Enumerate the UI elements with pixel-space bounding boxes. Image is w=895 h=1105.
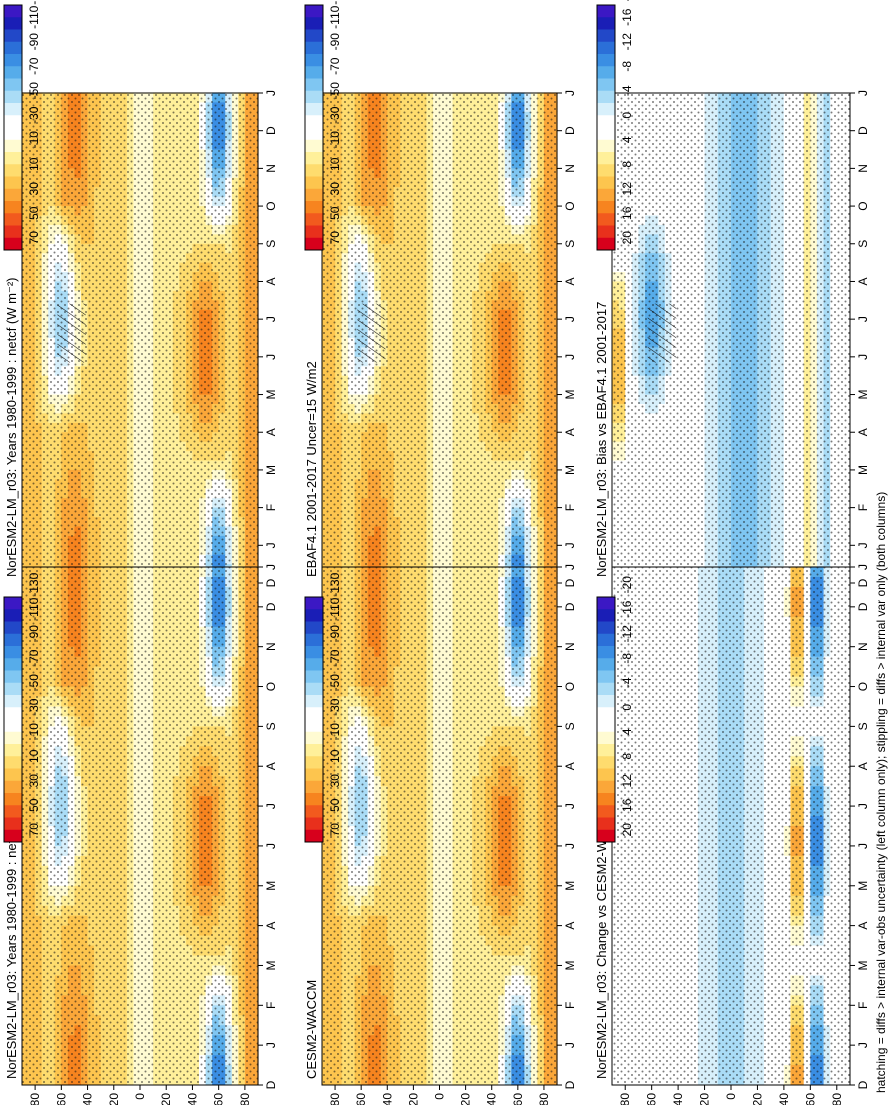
hatching <box>357 303 386 363</box>
month-tick-label: M <box>563 390 577 400</box>
month-tick-label: J <box>264 90 278 96</box>
month-tick-label: D <box>264 126 278 135</box>
month-tick-label: A <box>563 428 577 436</box>
month-tick-label: N <box>563 164 577 173</box>
month-tick-label: F <box>563 504 577 511</box>
month-tick-label: S <box>264 240 278 248</box>
month-tick-label: A <box>264 428 278 436</box>
hatching <box>57 303 86 363</box>
month-tick-label: O <box>563 201 577 210</box>
month-tick-label: J <box>563 90 577 96</box>
month-tick-label: N <box>264 164 278 173</box>
month-tick-label: D <box>563 578 577 587</box>
month-tick-label: D <box>264 578 278 587</box>
month-tick-label: J <box>264 316 278 322</box>
month-tick-label: M <box>264 465 278 475</box>
panel-obs-abs: DJFMAMJJASONDJ80604020020406080EBAF4.1 2… <box>304 90 577 604</box>
month-tick-label: J <box>264 354 278 360</box>
month-tick-label: A <box>264 277 278 285</box>
month-tick-label: D <box>563 126 577 135</box>
month-tick-label: J <box>563 354 577 360</box>
month-tick-label: M <box>563 465 577 475</box>
panel-title: NorESM2-LM_r03: Years 1980-1999 : netcf … <box>4 278 19 577</box>
month-tick-label: A <box>563 277 577 285</box>
panel-bias: DJFMAMJJASONDJ80604020020406080NorESM2-L… <box>594 90 870 604</box>
panel-model-abs: DJFMAMJJASONDJ80604020020406080NorESM2-L… <box>4 90 278 604</box>
month-tick-label: M <box>264 390 278 400</box>
month-tick-label: J <box>563 542 577 548</box>
month-tick-label: O <box>264 201 278 210</box>
month-tick-label: J <box>563 316 577 322</box>
panel-title: EBAF4.1 2001-2017 Uncer=15 W/m2 <box>304 361 319 577</box>
month-tick-label: J <box>264 542 278 548</box>
month-tick-label: S <box>563 240 577 248</box>
month-tick-label: F <box>264 504 278 511</box>
